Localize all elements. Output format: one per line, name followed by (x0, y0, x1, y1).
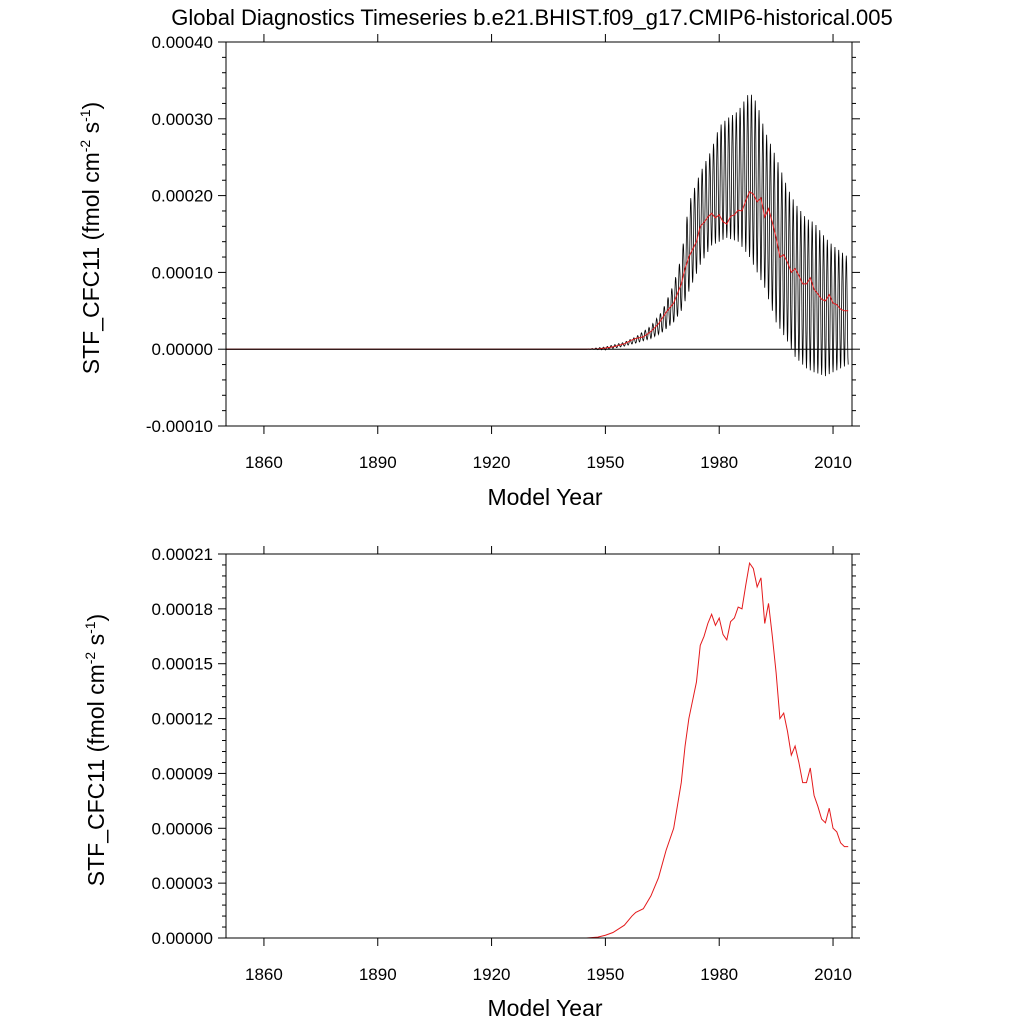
y-tick-label: -0.00010 (146, 417, 213, 436)
y-tick-label: 0.00000 (152, 929, 213, 948)
x-tick-label: 1860 (245, 965, 283, 984)
y-tick-label: 0.00015 (152, 655, 213, 674)
chart-panel-1: 1860 1890 1920 1950 1980 2010 -0.00010 0.00000 0… (77, 33, 860, 510)
y-axis-title-part: STF_CFC11 (fmol cm (83, 664, 109, 886)
y-tick-label: 0.00018 (152, 600, 213, 619)
y-tick-label: 0.00012 (152, 710, 213, 729)
x-tick-label: 1860 (245, 453, 283, 472)
series-line-annual (226, 561, 849, 939)
y-axis-title-part: -2 (77, 140, 93, 153)
x-tick-label: 1950 (586, 965, 624, 984)
x-tick-label: 1980 (700, 965, 738, 984)
y-tick-label: 0.00020 (152, 187, 213, 206)
y-tick-label: 0.00021 (152, 545, 213, 564)
y-axis-title-part: ) (83, 614, 109, 622)
y-tick-label: 0.00006 (152, 819, 213, 838)
y-axis-title-part: ) (78, 102, 104, 110)
y-axis-title-part: -1 (77, 109, 93, 122)
y-axis-title-part: -1 (82, 621, 98, 634)
x-tick-label: 1890 (359, 453, 397, 472)
x-tick-label: 1890 (359, 965, 397, 984)
y-tick-label: 0.00040 (152, 33, 213, 52)
y-tick-label: 0.00010 (152, 263, 213, 282)
y-axis-title-part: -2 (82, 652, 98, 665)
chart-panel-2: 1860 1890 1920 1950 1980 2010 0.00000 0.00003 0.… (82, 545, 860, 1021)
x-tick-label: 1980 (700, 453, 738, 472)
series-line-annual (226, 191, 849, 350)
x-axis-title: Model Year (487, 995, 602, 1021)
y-tick-label: 0.00000 (152, 340, 213, 359)
x-tick-label: 1950 (586, 453, 624, 472)
y-axis-title: STF_CFC11 (fmol cm-2 s-1) (77, 102, 104, 374)
y-tick-label: 0.00003 (152, 874, 213, 893)
y-tick-label: 0.00009 (152, 764, 213, 783)
y-axis-title: STF_CFC11 (fmol cm-2 s-1) (82, 614, 109, 886)
x-tick-label: 1920 (473, 453, 511, 472)
plot-frame (225, 41, 853, 427)
y-axis-title-part: s (83, 634, 109, 652)
x-tick-label: 1920 (473, 965, 511, 984)
x-tick-label: 2010 (814, 965, 852, 984)
x-axis-title: Model Year (487, 484, 602, 510)
x-tick-label: 2010 (814, 453, 852, 472)
y-axis-title-part: s (78, 122, 104, 140)
series-line-monthly (226, 94, 849, 377)
y-axis-title-part: STF_CFC11 (fmol cm (78, 152, 104, 374)
figure-title: Global Diagnostics Timeseries b.e21.BHIS… (171, 5, 892, 30)
plot-frame (225, 553, 853, 939)
y-tick-label: 0.00030 (152, 110, 213, 129)
